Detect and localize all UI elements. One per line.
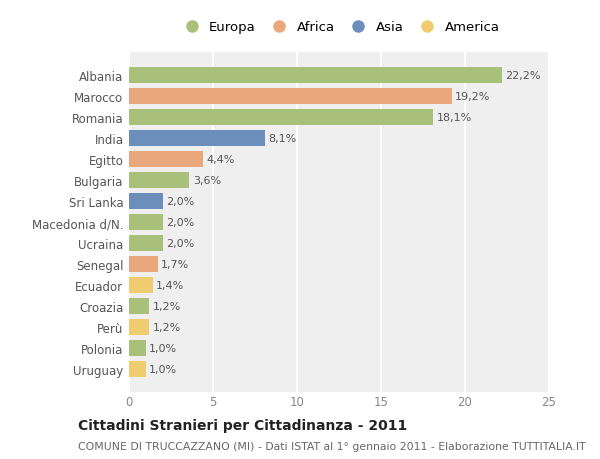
Bar — [129, 89, 452, 105]
Legend: Europa, Africa, Asia, America: Europa, Africa, Asia, America — [176, 19, 502, 37]
Text: 1,2%: 1,2% — [152, 302, 181, 311]
Bar — [129, 319, 149, 335]
Text: 1,4%: 1,4% — [156, 280, 184, 291]
Bar — [129, 152, 203, 168]
Text: 3,6%: 3,6% — [193, 176, 221, 186]
Text: Cittadini Stranieri per Cittadinanza - 2011: Cittadini Stranieri per Cittadinanza - 2… — [78, 418, 407, 432]
Bar — [129, 173, 190, 189]
Bar — [129, 257, 158, 272]
Text: 2,0%: 2,0% — [166, 239, 194, 248]
Bar — [129, 194, 163, 209]
Bar — [129, 278, 152, 293]
Bar — [129, 341, 146, 356]
Text: 1,0%: 1,0% — [149, 364, 177, 374]
Text: 1,7%: 1,7% — [161, 259, 189, 269]
Text: 2,0%: 2,0% — [166, 197, 194, 207]
Bar — [129, 215, 163, 230]
Bar — [129, 131, 265, 147]
Text: 19,2%: 19,2% — [455, 92, 490, 102]
Text: 8,1%: 8,1% — [268, 134, 296, 144]
Bar — [129, 361, 146, 377]
Text: 18,1%: 18,1% — [436, 113, 472, 123]
Text: 4,4%: 4,4% — [206, 155, 235, 165]
Text: 1,2%: 1,2% — [152, 322, 181, 332]
Bar — [129, 110, 433, 126]
Bar — [129, 68, 502, 84]
Bar — [129, 298, 149, 314]
Text: 1,0%: 1,0% — [149, 343, 177, 353]
Bar — [129, 236, 163, 252]
Text: 22,2%: 22,2% — [505, 71, 541, 81]
Text: COMUNE DI TRUCCAZZANO (MI) - Dati ISTAT al 1° gennaio 2011 - Elaborazione TUTTIT: COMUNE DI TRUCCAZZANO (MI) - Dati ISTAT … — [78, 441, 586, 451]
Text: 2,0%: 2,0% — [166, 218, 194, 228]
